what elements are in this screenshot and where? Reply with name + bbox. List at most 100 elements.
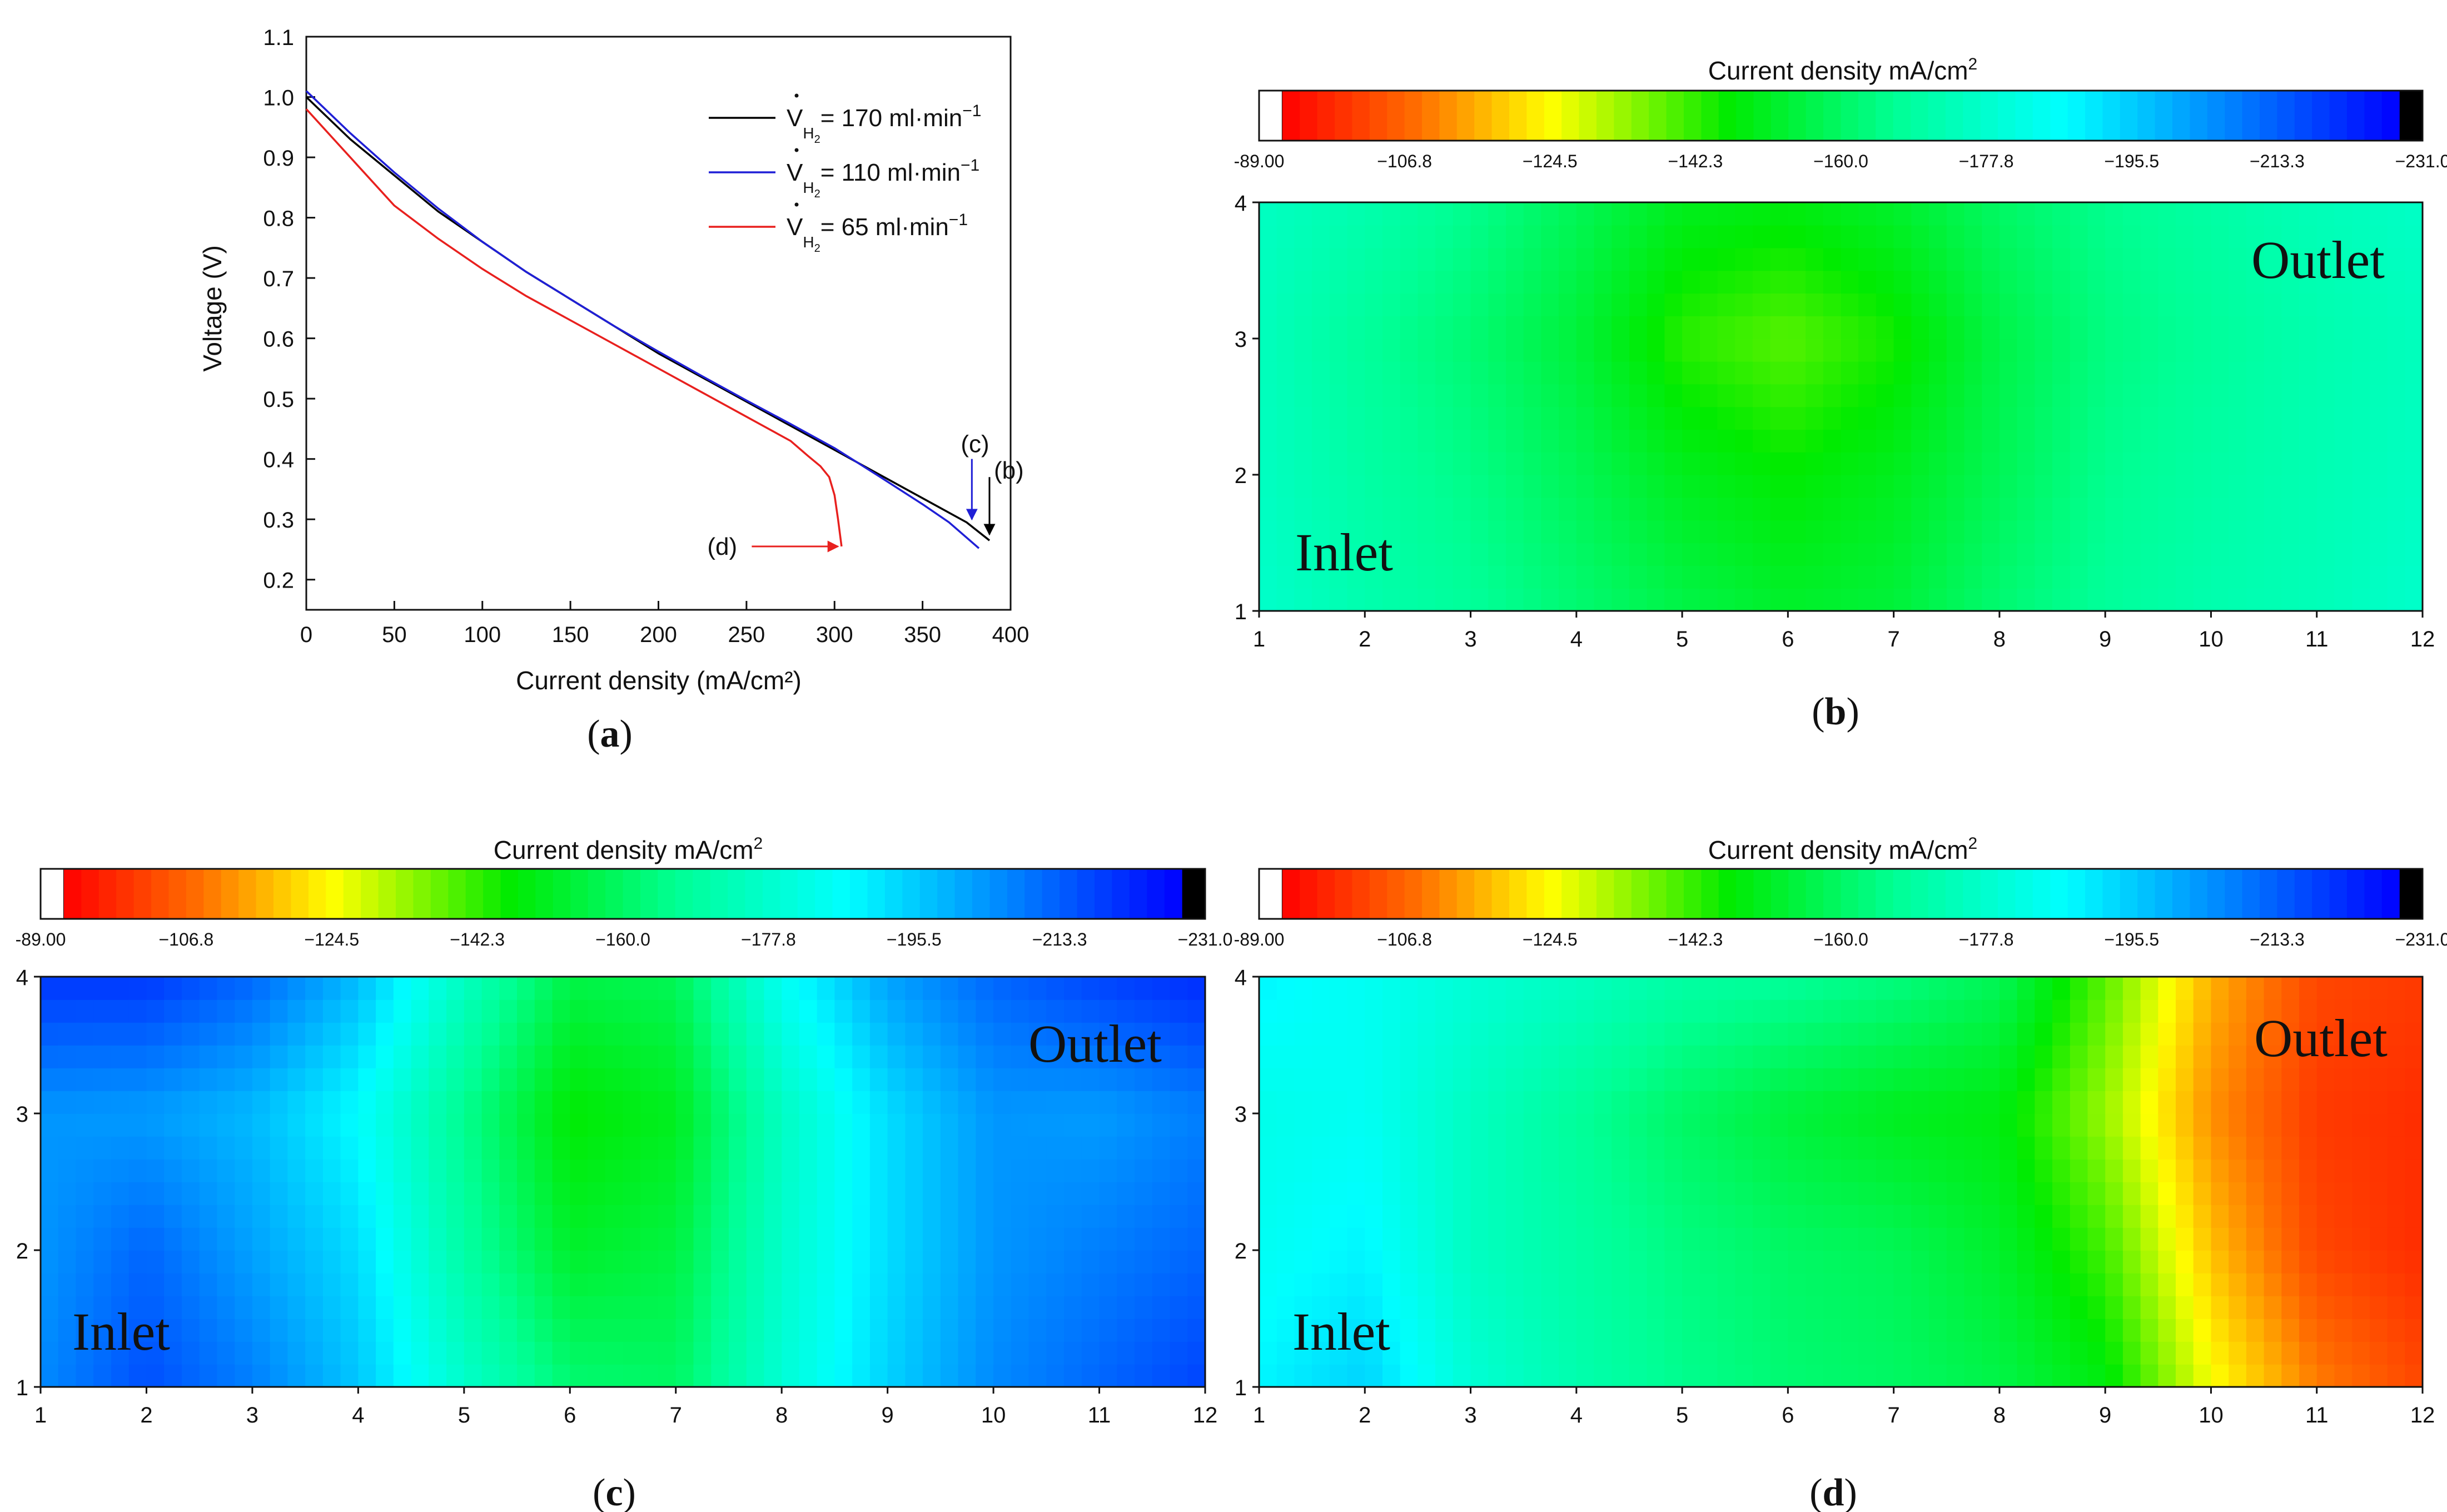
c-heatmap-cell: [799, 1136, 818, 1160]
d-heatmap-cell: [2211, 1205, 2229, 1228]
d-heatmap-cell: [2246, 1182, 2265, 1205]
d-heatmap-cell: [1647, 1250, 1665, 1274]
b-heatmap-cell: [2193, 429, 2212, 452]
d-heatmap-cell: [2264, 1022, 2282, 1046]
d-heatmap-cell: [2035, 999, 2053, 1023]
c-heatmap-cell: [852, 1136, 871, 1160]
b-heatmap-cell: [1488, 202, 1506, 226]
b-heatmap-cell: [1752, 452, 1771, 475]
d-heatmap-cell: [1453, 1068, 1471, 1091]
b-heatmap-cell: [2070, 429, 2088, 452]
c-heatmap-cell: [429, 1182, 447, 1205]
b-heatmap-cell: [2352, 316, 2370, 339]
d-heatmap-cell: [1964, 1273, 1982, 1296]
d-x-tick-label: 5: [1676, 1403, 1688, 1428]
d-heatmap-cell: [1717, 1341, 1735, 1365]
b-heatmap-cell: [1506, 361, 1524, 385]
d-heatmap-cell: [1982, 1319, 2000, 1342]
c-heatmap-cell: [1046, 977, 1065, 1000]
d-heatmap-cell: [1806, 1227, 1824, 1251]
c-heatmap-cell: [869, 1341, 888, 1365]
c-heatmap-cell: [464, 977, 483, 1000]
d-heatmap-cell: [2158, 1091, 2176, 1114]
c-heatmap-cell: [358, 1159, 376, 1182]
c-heatmap-cell: [1064, 1364, 1082, 1387]
b-heatmap-cell: [1382, 384, 1401, 407]
c-heatmap-cell: [782, 999, 800, 1023]
d-heatmap-cell: [1382, 1182, 1401, 1205]
d-heatmap-cell: [1488, 999, 1506, 1023]
d-heatmap-cell: [1823, 1159, 1842, 1182]
d-heatmap-cell: [2316, 1273, 2335, 1296]
d-heatmap-cell: [2405, 1022, 2423, 1046]
b-heatmap-cell: [1329, 384, 1348, 407]
b-heatmap-cell: [1946, 520, 1965, 544]
d-heatmap-cell: [1876, 999, 1894, 1023]
b-heatmap-cell: [1365, 339, 1383, 362]
b-heatmap-cell: [2299, 406, 2317, 430]
c-heatmap-cell: [1135, 1022, 1153, 1046]
d-heatmap-cell: [1858, 1205, 1877, 1228]
b-heatmap-cell: [2352, 429, 2370, 452]
c-heatmap-cell: [199, 1273, 218, 1296]
b-heatmap-cell: [2176, 225, 2194, 248]
c-heatmap-cell: [252, 1273, 271, 1296]
b-heatmap-cell: [1823, 339, 1842, 362]
d-heatmap-cell: [1876, 1159, 1894, 1182]
c-heatmap-cell: [252, 1091, 271, 1114]
b-heatmap-cell: [2387, 543, 2406, 566]
d-heatmap-cell: [2299, 1159, 2317, 1182]
c-heatmap-cell: [252, 1136, 271, 1160]
d-heatmap-cell: [2299, 1250, 2317, 1274]
b-heatmap-cell: [1523, 406, 1542, 430]
c-colorbar-segment: [518, 869, 536, 919]
b-heatmap-cell: [2281, 452, 2300, 475]
c-heatmap-cell: [570, 1205, 588, 1228]
c-heatmap-cell: [711, 1296, 729, 1319]
c-colorbar-segment: [972, 869, 991, 919]
b-heatmap-cell: [2316, 361, 2335, 385]
c-heatmap-cell: [235, 1250, 253, 1274]
b-heatmap-cell: [2087, 270, 2106, 294]
b-heatmap-cell: [1294, 225, 1312, 248]
c-heatmap-cell: [693, 1319, 712, 1342]
d-heatmap-cell: [1612, 1136, 1630, 1160]
d-heatmap-cell: [1699, 1273, 1718, 1296]
c-heatmap-cell: [623, 1182, 641, 1205]
d-heatmap-cell: [1893, 977, 1912, 1000]
c-heatmap-cell: [252, 1250, 271, 1274]
b-heatmap-cell: [1576, 497, 1595, 521]
panel-c-plot-frame: [39, 976, 1206, 1388]
d-heatmap-cell: [1893, 1296, 1912, 1319]
d-heatmap-cell: [1612, 999, 1630, 1023]
b-heatmap-cell: [1982, 339, 2000, 362]
d-heatmap-cell: [2211, 1273, 2229, 1296]
c-heatmap-cell: [58, 977, 77, 1000]
c-heatmap-cell: [693, 1022, 712, 1046]
d-colorbar-segment: [1422, 869, 1440, 919]
b-heatmap-cell: [2193, 247, 2212, 271]
d-colorbar-segment: [1683, 869, 1702, 919]
c-heatmap-cell: [1170, 1250, 1188, 1274]
d-heatmap-cell: [1365, 1273, 1383, 1296]
d-heatmap-cell: [2211, 1091, 2229, 1114]
b-heatmap-cell: [2158, 316, 2176, 339]
b-heatmap-cell: [1946, 339, 1965, 362]
c-heatmap-cell: [852, 1159, 871, 1182]
d-heatmap-cell: [2105, 1205, 2123, 1228]
b-heatmap-cell: [2229, 225, 2247, 248]
c-heatmap-cell: [799, 1091, 818, 1114]
d-heatmap-cell: [2087, 1091, 2106, 1114]
b-heatmap-cell: [1823, 588, 1842, 611]
c-heatmap-cell: [446, 1113, 465, 1137]
c-heatmap-cell: [340, 1182, 359, 1205]
c-heatmap-cell: [887, 1068, 906, 1091]
b-heatmap-cell: [1400, 588, 1419, 611]
b-heatmap-cell: [1276, 384, 1295, 407]
b-heatmap-cell: [1594, 520, 1612, 544]
c-heatmap-cell: [1011, 1296, 1029, 1319]
b-colorbar-segment: [1544, 91, 1562, 141]
d-heatmap-cell: [1312, 1250, 1330, 1274]
b-heatmap-cell: [2369, 316, 2388, 339]
b-heatmap-cell: [2229, 429, 2247, 452]
